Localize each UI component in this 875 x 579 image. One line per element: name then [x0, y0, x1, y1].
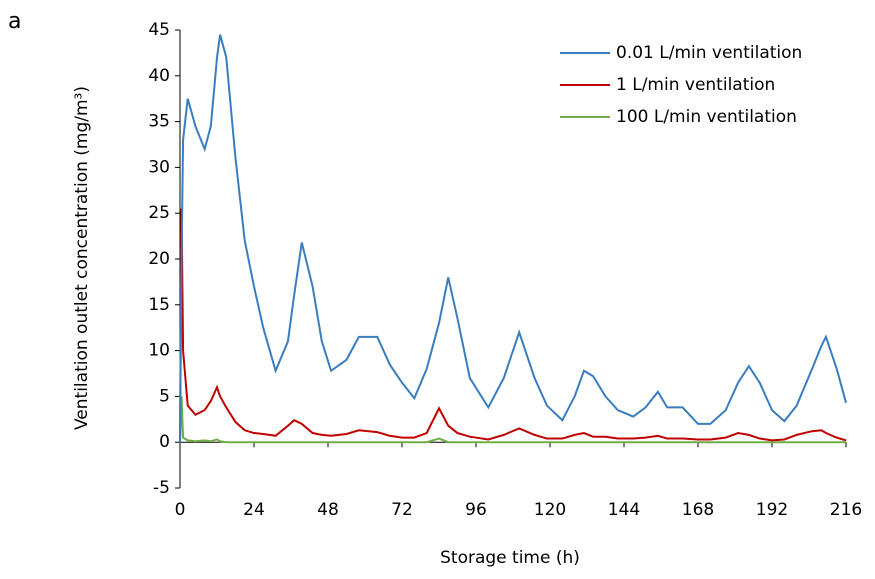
y-tick-label: 35: [148, 112, 170, 132]
y-tick-label: 10: [148, 341, 170, 361]
x-tick-label: 168: [682, 500, 714, 520]
y-tick-label: 45: [148, 20, 170, 40]
y-tick-label: 20: [148, 249, 170, 269]
y-tick-label: 15: [148, 295, 170, 315]
legend-label: 1 L/min ventilation: [616, 75, 775, 95]
line: [179, 396, 846, 444]
x-axis-label: Storage time (h): [440, 548, 580, 568]
x-tick-label: 48: [317, 500, 339, 520]
y-tick-label: 5: [159, 386, 170, 406]
y-axis-label: Ventilation outlet concentration (mg/m³): [72, 86, 92, 430]
legend-label: 100 L/min ventilation: [616, 107, 797, 127]
panel-label: a: [8, 9, 21, 34]
x-tick-label: 72: [391, 500, 413, 520]
line: [179, 34, 847, 443]
x-tick-label: 24: [243, 500, 265, 520]
x-tick-label: 0: [175, 500, 186, 520]
legend-label: 0.01 L/min ventilation: [616, 43, 802, 63]
x-tick-label: 216: [830, 500, 862, 520]
x-tick-label: 96: [465, 500, 487, 520]
x-tick-label: 144: [608, 500, 640, 520]
y-tick-label: 25: [148, 203, 170, 223]
y-tick-label: 0: [159, 432, 170, 452]
y-tick-label: -5: [153, 478, 170, 498]
y-tick-label: 40: [148, 66, 170, 86]
line: [179, 208, 847, 443]
y-tick-label: 30: [148, 157, 170, 177]
x-tick-label: 120: [534, 500, 566, 520]
x-tick-label: 192: [756, 500, 788, 520]
